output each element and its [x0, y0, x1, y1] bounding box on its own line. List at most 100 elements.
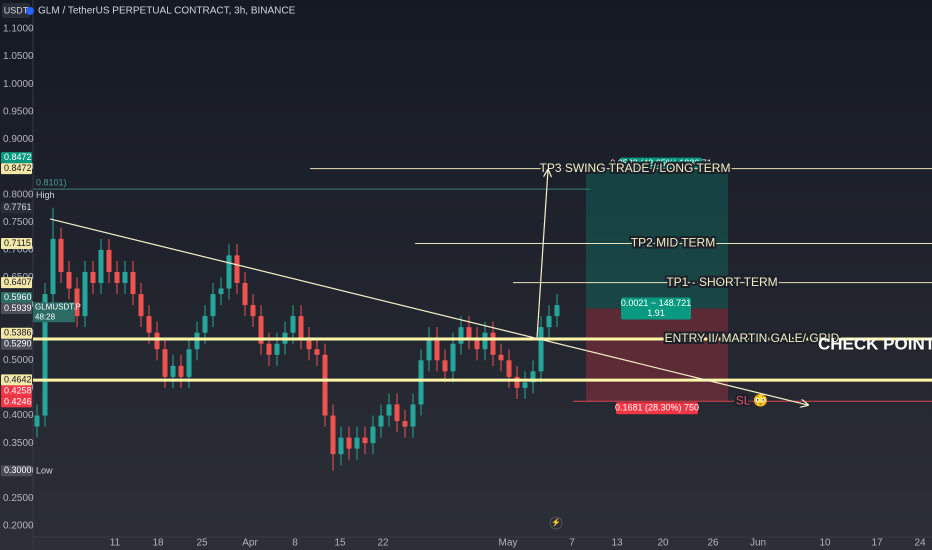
candle-body [186, 349, 192, 377]
symbol-icon [26, 7, 34, 15]
candle-body [298, 316, 304, 339]
y-tick-label: 0.5000 [3, 355, 34, 366]
price-tag [1, 238, 32, 250]
candle-body [330, 415, 336, 455]
price-tag-label: 0.4258 [4, 385, 32, 395]
x-tick-label: 20 [657, 538, 669, 549]
candle-body [218, 288, 224, 295]
candle-body [250, 305, 256, 317]
candle-body [122, 271, 128, 283]
entry-text: 0.0021 ~ 148.721 [621, 298, 691, 308]
price-tag [1, 163, 32, 175]
currency[interactable]: USDT [4, 5, 29, 15]
x-tick-label: 25 [196, 538, 208, 549]
candle-body [466, 327, 472, 339]
fib-label: 0.8101) [36, 177, 67, 187]
level-label: SL 😳 [736, 393, 769, 407]
candle-body [362, 437, 368, 444]
candle-body [178, 365, 184, 377]
y-tick-label: 0.3500 [3, 438, 34, 449]
candle-body [458, 327, 464, 344]
level-label: TP2 MID TERM [631, 236, 715, 250]
candle-body [426, 338, 432, 361]
y-tick-label: 0.8000 [3, 189, 34, 200]
entry-tag [621, 297, 691, 320]
candle-body [370, 426, 376, 444]
candle-body [242, 282, 248, 306]
y-tick-label: 0.2000 [3, 521, 34, 532]
target-tag [620, 157, 702, 169]
price-tag-label: 0.7761 [4, 202, 32, 212]
symbol-tag [33, 302, 75, 323]
candle-body [322, 354, 328, 416]
y-tick-label: 1.1000 [3, 24, 34, 35]
price-tag-label: 0.8472 [4, 163, 32, 173]
price-tag [1, 202, 32, 214]
candle-body [354, 437, 360, 449]
candle-body [138, 294, 144, 317]
currency-box[interactable] [2, 3, 30, 18]
candle-body [442, 360, 448, 372]
price-tag-label: 0.8472 [4, 152, 32, 162]
candle-body [346, 437, 352, 449]
countdown: 48:28 [35, 312, 56, 321]
candle-body [170, 365, 176, 377]
low-label: Low [36, 465, 53, 475]
price-tag-label: 0.5960 [4, 292, 32, 302]
level-label: TP1 - SHORT TERM [666, 275, 777, 289]
candle-body [490, 332, 496, 355]
x-tick-label: 17 [871, 538, 883, 549]
price-tag-label: 0.4246 [4, 396, 32, 406]
candle-body [234, 255, 240, 283]
level-label: TP3 SWING TRADE / LONG TERM [540, 161, 731, 175]
price-tag-label: 0.7115 [4, 238, 31, 248]
candle-body [274, 343, 280, 355]
target-zone [586, 168, 728, 309]
price-tag-label: 0.4642 [4, 374, 32, 384]
replay-glyph: ⚡ [551, 517, 561, 527]
candle-body [522, 382, 528, 388]
candle-body [546, 316, 552, 328]
target-text: 0.2533 (42.65%) 1336.71 [610, 158, 712, 168]
replay-icon[interactable] [549, 516, 563, 530]
candle-body [194, 332, 200, 350]
candle-body [154, 332, 160, 350]
x-tick-label: 13 [611, 538, 623, 549]
stop-zone [586, 308, 728, 402]
candle-body [82, 271, 88, 317]
price-tag-label: 0.3000 [4, 465, 32, 475]
candle-body [450, 343, 456, 372]
price-tag [1, 152, 32, 164]
candle-body [50, 238, 56, 295]
candle-body [338, 437, 344, 455]
ratio-text: 1.91 [647, 308, 665, 318]
price-tag-label: 0.5939 [4, 303, 32, 313]
candle-body [114, 271, 120, 283]
price-tag [1, 327, 32, 339]
y-tick-label: 0.9500 [3, 106, 34, 117]
y-tick-label: 0.2500 [3, 493, 34, 504]
candle-body [266, 343, 272, 355]
candle-body [506, 360, 512, 377]
candle-body [402, 421, 408, 427]
candle-body [202, 316, 208, 333]
price-tag [1, 291, 32, 303]
x-tick-label: 7 [569, 538, 575, 549]
candle-body [130, 271, 136, 295]
x-tick-label: 18 [152, 538, 164, 549]
x-tick-label: May [499, 538, 518, 549]
price-tag [1, 277, 32, 289]
stop-tag [616, 402, 698, 415]
candle-body [90, 271, 96, 283]
price-tag [1, 374, 32, 386]
candle-body [378, 415, 384, 427]
high-label: High [36, 190, 55, 200]
level-label: ENTRY II/ MARTIN GALE/ GRID [665, 331, 840, 345]
check-point: CHECK POINT - [818, 334, 932, 353]
candle-body [482, 332, 488, 350]
candle-body [394, 404, 400, 422]
price-tag [1, 396, 32, 408]
y-tick-label: 1.0500 [3, 51, 34, 62]
price-tag-label: 0.6407 [4, 277, 32, 287]
